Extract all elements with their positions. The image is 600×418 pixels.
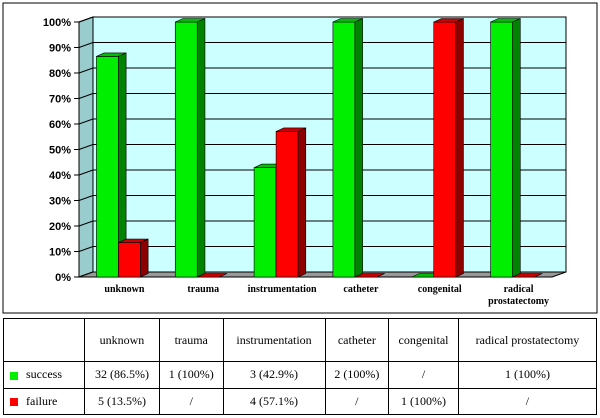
success-bar-side [512,18,521,278]
table-cell: 2 (100%) [324,361,390,389]
gridline [78,246,94,252]
success-bar-side [354,18,363,278]
x-category-label: congenital [418,284,462,295]
x-category-label: catheter [343,284,379,295]
gridline [78,195,94,201]
table-cell: 1 (100%) [388,387,459,415]
failure-bar [275,131,299,278]
table-cell: 1 (100%) [457,361,598,389]
success-bar [253,167,277,278]
table-cell: / [457,387,598,415]
table-row: success 32 (86.5%) 1 (100%) 3 (42.9%) 2 … [3,361,598,389]
failure-bar-side [219,273,228,278]
table-cell: 32 (86.5%) [84,361,160,389]
table-cell: / [158,387,224,415]
table-cell: 1 (100%) [158,361,224,389]
failure-bar-side [534,273,543,278]
failure-swatch [10,398,18,406]
gridline [78,67,94,74]
failure-bar-side [140,238,149,278]
legend-success: success [3,361,85,389]
success-bar [174,21,198,278]
table-corner-cell [3,318,85,362]
x-category-label: unknown [104,284,144,295]
gridline [78,93,94,99]
table-row: failure 5 (13.5%) / 4 (57.1%) / 1 (100%)… [3,387,598,415]
success-bar-side [196,18,206,278]
table-header-cell: instrumentation [222,318,326,362]
table-header-cell: congenital [388,318,459,362]
y-tick-label: 70% [49,94,71,106]
success-bar [96,56,119,278]
x-category-label: instrumentation [248,284,317,295]
success-bar [332,21,356,278]
success-bar [490,21,513,278]
table-cell: / [388,361,459,389]
failure-bar-side [455,18,464,278]
x-category-label: trauma [187,284,219,295]
y-tick-label: 0% [55,272,71,284]
gridline [78,144,94,150]
table-header-row: unknown trauma instrumentation catheter … [3,318,598,362]
gridline [78,169,94,176]
y-tick-label: 60% [49,119,71,131]
table-cell: 3 (42.9%) [222,361,326,389]
failure-bar-side [297,127,307,278]
y-tick-label: 10% [49,247,71,259]
data-table: unknown trauma instrumentation catheter … [3,318,598,415]
legend-failure: failure [3,387,85,415]
table-cell: / [324,387,390,415]
failure-bar [433,21,457,278]
gridline [78,220,94,227]
y-tick-label: 40% [49,170,71,182]
y-tick-label: 20% [49,221,71,233]
table-cell: 4 (57.1%) [222,387,326,415]
x-category-label: prostatectomy [488,296,549,307]
gridline [78,118,94,125]
table-header-cell: trauma [158,318,224,362]
gridline [78,16,94,23]
failure-bar [118,242,141,278]
legend-success-label: success [26,367,62,382]
failure-bar-side [376,273,385,278]
table-header-cell: unknown [84,318,160,362]
success-swatch [10,371,18,380]
y-tick-label: 50% [49,145,71,157]
x-category-label: radical [504,284,534,295]
table-header-cell: catheter [324,318,390,362]
y-tick-label: 80% [49,68,71,80]
legend-failure-label: failure [26,393,58,408]
y-tick-label: 90% [49,43,71,55]
table-header-cell: radical prostatectomy [457,318,598,362]
table-cell: 5 (13.5%) [84,387,160,415]
y-tick-label: 100% [43,17,71,29]
gridline [78,42,94,48]
y-tick-label: 30% [49,196,71,208]
